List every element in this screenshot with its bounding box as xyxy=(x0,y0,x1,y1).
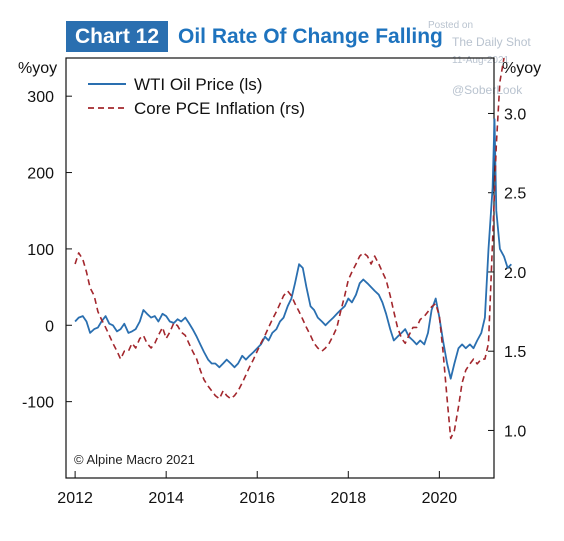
chart-number-badge: Chart 12 xyxy=(66,21,168,52)
right-axis-unit-label: %yoy xyxy=(502,60,542,77)
legend: WTI Oil Price (ls) Core PCE Inflation (rs… xyxy=(88,75,305,118)
axes-layer: 300 200 100 0 -100 3.0 2.5 2.0 1.5 1.0 2012 2014 201… xyxy=(22,89,526,507)
x-axis-tick-label: 2012 xyxy=(57,490,93,507)
left-axis-tick-label: -100 xyxy=(22,395,54,412)
copyright-label: © Alpine Macro 2021 xyxy=(74,452,195,467)
left-axis-unit-label: %yoy xyxy=(18,60,58,77)
x-axis-tick-label: 2018 xyxy=(331,490,367,507)
left-axis-tick-label: 200 xyxy=(27,166,54,183)
legend-label-wti: WTI Oil Price (ls) xyxy=(134,75,262,94)
left-axis-tick-label: 0 xyxy=(45,318,54,335)
watermark-posted: Posted on xyxy=(428,20,474,31)
watermark-source: The Daily Shot xyxy=(452,35,531,49)
right-axis-tick-label: 2.0 xyxy=(504,265,526,282)
legend-label-pce: Core PCE Inflation (rs) xyxy=(134,99,305,118)
series-line-wti-oil-price xyxy=(74,118,512,380)
right-axis-tick-label: 1.5 xyxy=(504,344,526,361)
chart-title: Oil Rate Of Change Falling xyxy=(178,25,443,48)
left-axis-tick-label: 100 xyxy=(27,242,54,259)
watermark-date: 11-Aug-2021 xyxy=(452,55,510,66)
right-axis-tick-label: 1.0 xyxy=(504,423,526,440)
watermark-handle: @SoberLook xyxy=(452,83,523,97)
right-axis-tick-label: 2.5 xyxy=(504,186,526,203)
plot-frame xyxy=(65,57,495,479)
right-axis-tick-label: 3.0 xyxy=(504,106,526,123)
series-line-core-pce-inflation xyxy=(74,57,505,440)
left-axis-tick-label: 300 xyxy=(27,89,54,106)
x-axis-tick-label: 2014 xyxy=(148,490,184,507)
x-axis-tick-label: 2016 xyxy=(239,490,275,507)
series-layer xyxy=(74,57,512,440)
x-axis-tick-label: 2020 xyxy=(422,490,458,507)
